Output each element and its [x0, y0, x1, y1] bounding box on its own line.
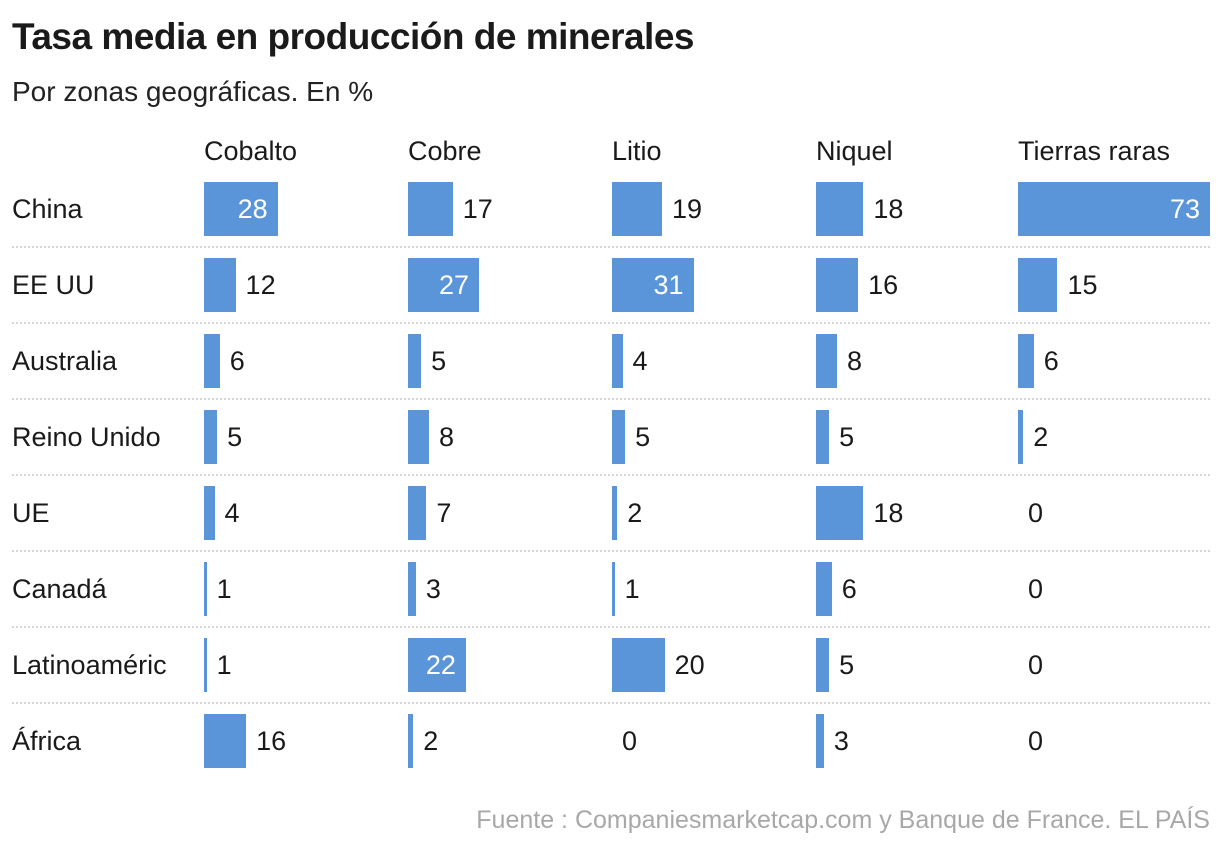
value-label: 0: [1028, 574, 1044, 604]
value-label: 15: [1067, 270, 1098, 300]
value-label: 0: [622, 726, 638, 756]
row-label: Reino Unido: [12, 422, 161, 452]
bar: [816, 638, 830, 692]
bar: [612, 410, 626, 464]
bar: [816, 486, 864, 540]
value-label: 17: [462, 194, 493, 224]
bar: [204, 410, 218, 464]
bar: [1018, 182, 1210, 236]
bar: [816, 410, 830, 464]
row-label: Latinoaméric: [12, 650, 167, 680]
bar: [204, 182, 278, 236]
value-label: 5: [227, 422, 243, 452]
value-label: 0: [1028, 726, 1044, 756]
value-label: 18: [873, 498, 904, 528]
row-label: África: [12, 726, 82, 756]
bar: [612, 258, 694, 312]
value-label: 22: [425, 650, 456, 680]
bar: [408, 258, 479, 312]
row-label: EE UU: [12, 270, 95, 300]
bar: [204, 562, 207, 616]
value-label: 2: [423, 726, 439, 756]
bar: [612, 334, 623, 388]
value-label: 2: [1033, 422, 1049, 452]
row-label: Canadá: [12, 574, 107, 604]
value-label: 73: [1169, 194, 1200, 224]
value-label: 3: [425, 574, 441, 604]
value-label: 12: [245, 270, 276, 300]
bar: [408, 334, 422, 388]
row-separator: [12, 626, 1210, 628]
bar: [204, 258, 236, 312]
value-label: 2: [627, 498, 643, 528]
bar: [408, 410, 430, 464]
row-separator: [12, 322, 1210, 324]
column-header: Cobalto: [204, 136, 298, 166]
value-label: 6: [1043, 346, 1059, 376]
column-header: Cobre: [408, 136, 482, 166]
row-label: UE: [12, 498, 50, 528]
bar: [816, 258, 859, 312]
bar: [612, 486, 618, 540]
bar: [408, 714, 414, 768]
row-label: China: [12, 194, 83, 224]
value-label: 5: [635, 422, 651, 452]
value-label: 18: [873, 194, 904, 224]
value-label: 1: [216, 650, 232, 680]
bar: [612, 638, 665, 692]
value-label: 0: [1028, 650, 1044, 680]
bar: [1018, 410, 1024, 464]
value-label: 5: [431, 346, 447, 376]
column-header: Litio: [612, 136, 662, 166]
row-label: Australia: [12, 346, 118, 376]
value-label: 19: [671, 194, 703, 224]
bar: [612, 562, 615, 616]
value-label: 16: [256, 726, 287, 756]
value-label: 1: [216, 574, 232, 604]
value-label: 3: [833, 726, 849, 756]
bar: [816, 562, 832, 616]
value-label: 1: [624, 574, 640, 604]
value-label: 5: [839, 650, 855, 680]
value-label: 6: [841, 574, 857, 604]
chart-title: Tasa media en producción de minerales: [12, 16, 695, 57]
bar: [408, 562, 416, 616]
value-label: 6: [229, 346, 245, 376]
value-label: 16: [868, 270, 899, 300]
row-separator: [12, 702, 1210, 704]
value-label: 4: [224, 498, 240, 528]
bar: [204, 714, 247, 768]
source-note: Fuente : Companiesmarketcap.com y Banque…: [476, 806, 1210, 834]
value-label: 20: [674, 650, 705, 680]
bar: [1018, 334, 1034, 388]
bar: [204, 334, 220, 388]
value-label: 27: [438, 270, 469, 300]
value-label: 4: [632, 346, 648, 376]
value-label: 8: [439, 422, 455, 452]
row-separator: [12, 398, 1210, 400]
bar: [1018, 258, 1058, 312]
bar: [204, 638, 207, 692]
value-label: 5: [839, 422, 855, 452]
chart-subtitle: Por zonas geográficas. En %: [12, 76, 374, 107]
row-separator: [12, 474, 1210, 476]
value-label: 28: [237, 194, 268, 224]
bar: [816, 714, 824, 768]
row-separator: [12, 246, 1210, 248]
value-label: 31: [653, 270, 684, 300]
value-label: 0: [1028, 498, 1044, 528]
value-label: 7: [436, 498, 452, 528]
bar: [408, 486, 427, 540]
column-header: Niquel: [816, 136, 893, 166]
row-separator: [12, 550, 1210, 552]
bar: [408, 638, 466, 692]
bar: [816, 334, 838, 388]
column-header: Tierras raras: [1018, 136, 1171, 166]
value-label: 8: [847, 346, 863, 376]
bar: [816, 182, 864, 236]
bar: [612, 182, 662, 236]
bar: [204, 486, 215, 540]
bar: [408, 182, 453, 236]
